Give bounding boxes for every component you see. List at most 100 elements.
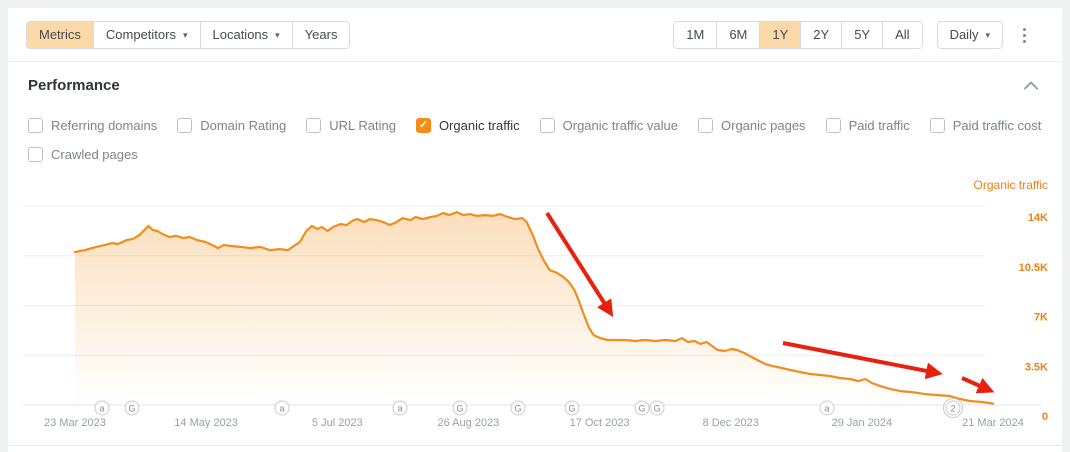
toolbar: Metrics Competitors ▾ Locations ▾ Years 1M 6M 1… (8, 8, 1062, 62)
view-tabs-group: Metrics Competitors ▾ Locations ▾ Years (26, 21, 351, 49)
checkbox-icon[interactable] (929, 118, 945, 133)
svg-text:0: 0 (1042, 411, 1048, 423)
svg-text:7K: 7K (1034, 312, 1048, 324)
metric-organic-traffic[interactable]: ✓ Organic traffic (415, 118, 520, 133)
checkbox-icon[interactable] (698, 118, 713, 133)
y-axis-labels: 14K 10.5K 7K 3.5K 0 (1019, 212, 1048, 423)
svg-text:2: 2 (950, 404, 955, 414)
metric-label: Crawled pages (51, 147, 138, 162)
section-title: Performance (28, 77, 120, 94)
timeline-marker-2[interactable]: 2 (943, 398, 963, 418)
metric-checkboxes-row1: Referring domains Domain Rating URL Rating… (8, 118, 1062, 133)
range-6m[interactable]: 6M (716, 22, 760, 48)
metric-label: Organic traffic (438, 118, 520, 133)
chevron-down-icon: ▾ (275, 30, 280, 40)
range-1y[interactable]: 1Y (759, 22, 801, 48)
tab-label: Locations (212, 27, 269, 42)
svg-text:G: G (653, 404, 660, 414)
granularity-label: Daily (949, 27, 979, 42)
red-arrow-icon (782, 341, 943, 380)
metric-organic-traffic-value[interactable]: Organic traffic value (539, 118, 678, 133)
timeline-marker-G[interactable]: G (564, 400, 580, 416)
collapse-chevron-icon[interactable] (1024, 81, 1038, 90)
red-arrow-icon (545, 211, 614, 317)
svg-text:17 Oct 2023: 17 Oct 2023 (570, 417, 630, 429)
toolbar-right: 1M 6M 1Y 2Y 5Y All Daily ▾ (673, 21, 1032, 49)
range-label: 2Y (813, 27, 830, 42)
metric-paid-traffic[interactable]: Paid traffic (825, 118, 910, 133)
chevron-down-icon: ▾ (182, 30, 188, 40)
traffic-area (75, 212, 993, 405)
metric-checkboxes-row2: Crawled pages (8, 147, 1062, 162)
svg-text:8 Dec 2023: 8 Dec 2023 (703, 417, 759, 429)
tab-competitors[interactable]: Competitors ▾ (92, 22, 200, 48)
timeline-marker-G[interactable]: G (452, 400, 468, 416)
svg-text:a: a (99, 404, 104, 414)
checkbox-icon[interactable] (306, 118, 322, 133)
svg-text:26 Aug 2023: 26 Aug 2023 (438, 417, 500, 429)
tab-years[interactable]: Years (291, 22, 350, 48)
performance-panel: Metrics Competitors ▾ Locations ▾ Years 1M 6M 1… (8, 8, 1062, 446)
tab-metrics[interactable]: Metrics (27, 22, 93, 48)
svg-text:14 May 2023: 14 May 2023 (174, 417, 238, 429)
red-arrow-icon (961, 376, 995, 394)
chart-legend-organic-traffic: Organic traffic (974, 178, 1048, 192)
tab-label: Competitors (105, 27, 176, 42)
timeline-marker-G[interactable]: G (634, 400, 650, 416)
checkbox-icon[interactable] (28, 147, 43, 162)
svg-text:29 Jan 2024: 29 Jan 2024 (832, 417, 893, 429)
x-axis-labels: 23 Mar 2023 14 May 2023 5 Jul 2023 26 Aug 2… (44, 417, 1024, 429)
svg-text:G: G (638, 404, 645, 414)
metric-domain-rating[interactable]: Domain Rating (177, 118, 286, 133)
granularity-dropdown[interactable]: Daily ▾ (936, 21, 1003, 49)
svg-text:10.5K: 10.5K (1019, 262, 1048, 274)
range-all[interactable]: All (882, 22, 922, 48)
metric-paid-traffic-cost[interactable]: Paid traffic cost (929, 118, 1041, 133)
timeline-marker-G[interactable]: G (649, 400, 665, 416)
metric-referring-domains[interactable]: Referring domains (28, 118, 157, 133)
range-label: 6M (729, 27, 748, 42)
metric-crawled-pages[interactable]: Crawled pages (28, 147, 138, 162)
page-background-top (0, 0, 1070, 8)
page-background-left (0, 0, 8, 452)
metric-label: Organic traffic value (562, 118, 678, 133)
svg-text:21 Mar 2024: 21 Mar 2024 (962, 417, 1024, 429)
range-1m[interactable]: 1M (674, 22, 717, 48)
metric-organic-pages[interactable]: Organic pages (698, 118, 806, 133)
checkbox-checked-icon[interactable]: ✓ (415, 118, 431, 133)
traffic-line (73, 211, 995, 405)
metric-label: Domain Rating (200, 118, 287, 133)
timeline-marker-a[interactable]: a (392, 400, 408, 416)
range-5y[interactable]: 5Y (841, 22, 883, 48)
page-background-right (1062, 0, 1070, 452)
date-range-group: 1M 6M 1Y 2Y 5Y All (673, 21, 923, 49)
svg-text:23 Mar 2023: 23 Mar 2023 (44, 417, 106, 429)
timeline-marker-a[interactable]: a (94, 400, 110, 416)
metric-label: Paid traffic (848, 118, 910, 133)
tab-locations[interactable]: Locations ▾ (199, 22, 292, 48)
timeline-marker-a[interactable]: a (274, 400, 290, 416)
svg-text:a: a (397, 404, 402, 414)
svg-text:14K: 14K (1028, 212, 1048, 224)
checkbox-icon[interactable] (539, 118, 555, 133)
checkbox-icon[interactable] (825, 118, 841, 133)
svg-text:3.5K: 3.5K (1025, 361, 1048, 373)
tab-label: Metrics (39, 27, 81, 42)
range-label: 5Y (854, 27, 871, 42)
checkbox-icon[interactable] (177, 118, 193, 133)
timeline-marker-G[interactable]: G (510, 400, 526, 416)
checkbox-icon[interactable] (28, 118, 43, 133)
metric-label: URL Rating (329, 118, 396, 133)
timeline-marker-a[interactable]: a (819, 400, 835, 416)
svg-text:G: G (514, 404, 521, 414)
timeline-marker-G[interactable]: G (124, 400, 140, 416)
more-options-icon[interactable] (1017, 24, 1032, 47)
metric-url-rating[interactable]: URL Rating (306, 118, 396, 133)
chevron-down-icon: ▾ (985, 30, 990, 40)
metric-label: Organic pages (721, 118, 806, 133)
range-2y[interactable]: 2Y (800, 22, 842, 48)
section-header: Performance (8, 62, 1062, 94)
